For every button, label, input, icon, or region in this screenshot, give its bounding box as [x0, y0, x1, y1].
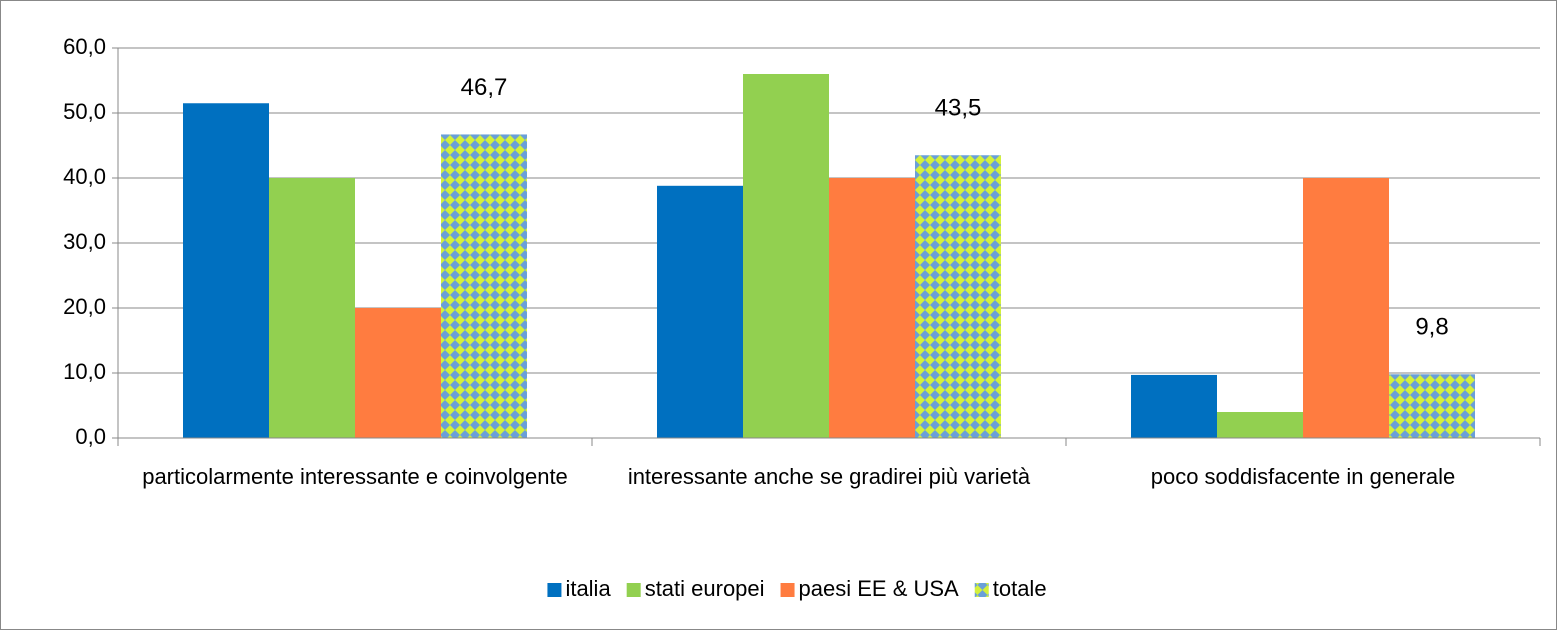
bar — [743, 74, 829, 438]
legend-swatch — [626, 583, 641, 597]
bar — [1217, 412, 1303, 438]
y-tick-label: 40,0 — [63, 164, 106, 189]
bar — [269, 178, 355, 438]
y-tick-label: 30,0 — [63, 229, 106, 254]
bar — [1303, 178, 1389, 438]
bar — [355, 308, 441, 438]
legend: italia stati europei paesi EE & USA totale — [547, 576, 1047, 601]
y-tick-label: 50,0 — [63, 99, 106, 124]
y-tick-label: 0,0 — [75, 424, 106, 449]
data-label: 43,5 — [935, 95, 982, 122]
bar — [441, 134, 527, 438]
x-tick-label: particolarmente interessante e coinvolge… — [142, 464, 568, 489]
data-label: 46,7 — [461, 74, 508, 101]
data-label: 9,8 — [1415, 314, 1448, 341]
bar — [657, 185, 743, 438]
legend-label: stati europei — [645, 576, 765, 601]
legend-label: totale — [993, 576, 1047, 601]
bar — [183, 103, 269, 438]
y-tick-label: 60,0 — [63, 34, 106, 59]
bar — [915, 155, 1001, 438]
x-tick-label: poco soddisfacente in generale — [1150, 464, 1456, 489]
legend-swatch — [547, 583, 562, 597]
legend-swatch — [780, 583, 795, 597]
legend-label: italia — [565, 576, 611, 601]
bar — [829, 178, 915, 438]
bar — [1389, 374, 1475, 438]
bar — [1131, 374, 1217, 438]
y-tick-label: 10,0 — [63, 359, 106, 384]
y-tick-label: 20,0 — [63, 294, 106, 319]
legend-label: paesi EE & USA — [799, 576, 960, 601]
x-tick-label: interessante anche se gradirei più varie… — [627, 464, 1031, 489]
legend-swatch — [974, 583, 989, 597]
